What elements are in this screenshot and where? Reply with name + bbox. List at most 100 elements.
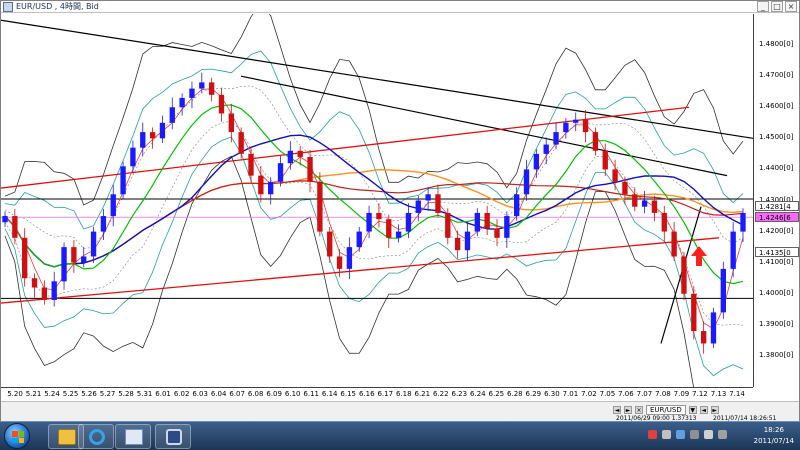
- candle-body: [208, 82, 215, 95]
- time-tick-label: 6.01: [155, 390, 171, 398]
- price-tick-label: 1.3900[0]: [759, 319, 794, 328]
- candle-body: [671, 231, 677, 257]
- power-icon[interactable]: [718, 430, 727, 439]
- language-icon[interactable]: [662, 430, 671, 439]
- close-button[interactable]: ×: [785, 1, 797, 12]
- maximize-button[interactable]: □: [771, 1, 783, 12]
- minimize-button[interactable]: _: [757, 1, 769, 12]
- time-tick-label: 6.24: [470, 390, 486, 398]
- ime-icon[interactable]: [704, 430, 713, 439]
- candle-body: [277, 163, 284, 182]
- price-tick-label: 1.4100[0]: [759, 257, 794, 266]
- channel-lower: [1, 237, 720, 304]
- time-tick-label: 6.14: [321, 390, 338, 398]
- time-tick-label: 7.08: [655, 390, 671, 398]
- candle-body: [523, 169, 530, 195]
- candle-body: [149, 132, 156, 139]
- time-tick-label: 5.25: [62, 390, 79, 398]
- volume-icon[interactable]: [690, 430, 699, 439]
- time-tick-label: 5.28: [118, 390, 134, 398]
- title-bar[interactable]: EUR/USD , 4時間, Bid _ □ ×: [1, 1, 799, 13]
- candle-body: [317, 181, 323, 232]
- windows-start-icon[interactable]: [4, 423, 30, 449]
- page-left-icon[interactable]: ◄: [699, 406, 708, 414]
- time-axis[interactable]: 5.20 5.21 5.24 5.25 5.26 5.27 5.28 5.31 6.01 6.02…: [1, 387, 753, 401]
- time-tick-label: 6.16: [358, 390, 375, 398]
- time-tick-label: 5.20: [7, 390, 23, 398]
- candle-body: [474, 212, 480, 232]
- time-tick-label: 6.23: [451, 390, 468, 398]
- candle-body: [464, 231, 471, 251]
- time-tick-label: 6.15: [340, 390, 357, 398]
- candle-body: [22, 237, 28, 279]
- candle-body: [494, 228, 500, 238]
- scroll-right-icon[interactable]: ►: [624, 406, 632, 414]
- candle-body: [248, 153, 254, 176]
- server-time: 2011/07/14 18:26:51: [713, 415, 777, 422]
- page-right-icon[interactable]: ►: [710, 406, 719, 414]
- taskbar-clock[interactable]: 18:26 2011/07/14: [754, 425, 794, 447]
- time-tick-label: 6.07: [229, 390, 245, 398]
- candle-body: [258, 175, 264, 195]
- time-tick-label: 7.07: [636, 390, 653, 398]
- candle-body: [61, 247, 67, 282]
- price-axis[interactable]: 1.3800[0] 1.3900[0] 1.4000[0] 1.4100[0] 1.42…: [753, 14, 799, 387]
- candle-body: [602, 150, 608, 170]
- candle-body: [327, 231, 333, 257]
- candle-body: [415, 200, 421, 213]
- status-bar: ◄ ► × EUR/USD ▼ ◄ ► 2011/06/29 09:00 1.3…: [1, 401, 799, 422]
- candle-body: [405, 212, 412, 232]
- time-tick-label: 6.11: [303, 390, 319, 398]
- candle-body: [514, 194, 520, 217]
- candle-body: [553, 132, 559, 145]
- candle-body: [563, 122, 569, 133]
- price-tick-label: 1.4700[0]: [759, 71, 794, 80]
- price-tick-label: 1.4200[0]: [759, 226, 794, 235]
- candle-body: [533, 153, 540, 170]
- taskbar-explorer-button[interactable]: [48, 424, 84, 449]
- candle-body: [376, 212, 382, 220]
- candle-body: [691, 293, 697, 332]
- security-icon[interactable]: [676, 430, 685, 439]
- time-tick-label: 6.22: [432, 390, 449, 398]
- scroll-left-icon[interactable]: ◄: [613, 406, 621, 414]
- candle-body: [218, 94, 225, 114]
- candle-body: [425, 194, 431, 201]
- time-tick-label: 7.14: [729, 390, 745, 398]
- candle-body: [740, 212, 746, 232]
- trendline-major: [1, 19, 753, 139]
- price-tag: 1.4246[6: [755, 212, 799, 223]
- candle-body: [504, 216, 510, 238]
- time-tick-label: 6.03: [192, 390, 208, 398]
- clock-time: 18:26: [763, 426, 784, 434]
- taskbar-browser-button[interactable]: [78, 424, 114, 449]
- ma-short: [4, 88, 744, 330]
- candle-body: [100, 216, 107, 232]
- trading-app-icon: [166, 429, 182, 445]
- candle-body: [730, 231, 736, 269]
- candle-body: [336, 256, 343, 269]
- candle-body: [41, 287, 48, 300]
- candle-body: [435, 194, 441, 213]
- candle-body: [346, 247, 353, 269]
- symbol-selector[interactable]: ◄ ► × EUR/USD ▼ ◄ ►: [613, 404, 751, 416]
- time-tick-label: 7.02: [581, 390, 597, 398]
- candle-body: [573, 119, 579, 123]
- close-tab-icon[interactable]: ×: [635, 406, 643, 414]
- taskbar-trading-button[interactable]: [155, 424, 191, 449]
- taskbar-app-button[interactable]: [115, 424, 151, 449]
- network-icon[interactable]: [648, 430, 657, 439]
- dropdown-arrow-icon[interactable]: ▼: [688, 406, 697, 414]
- candle-body: [268, 181, 274, 195]
- price-tick-label: 1.4000[0]: [759, 288, 794, 297]
- price-tick-label: 1.4600[0]: [759, 102, 794, 111]
- candle-body: [395, 231, 402, 238]
- price-chart[interactable]: [1, 14, 753, 387]
- candle-body: [612, 169, 618, 182]
- candle-body: [710, 312, 717, 344]
- candle-body: [632, 194, 638, 207]
- candle-body: [110, 194, 116, 217]
- symbol-box[interactable]: EUR/USD: [646, 405, 686, 415]
- cursor-info: 2011/06/29 09:00 1.37313: [616, 415, 697, 422]
- internet-explorer-icon: [89, 429, 105, 445]
